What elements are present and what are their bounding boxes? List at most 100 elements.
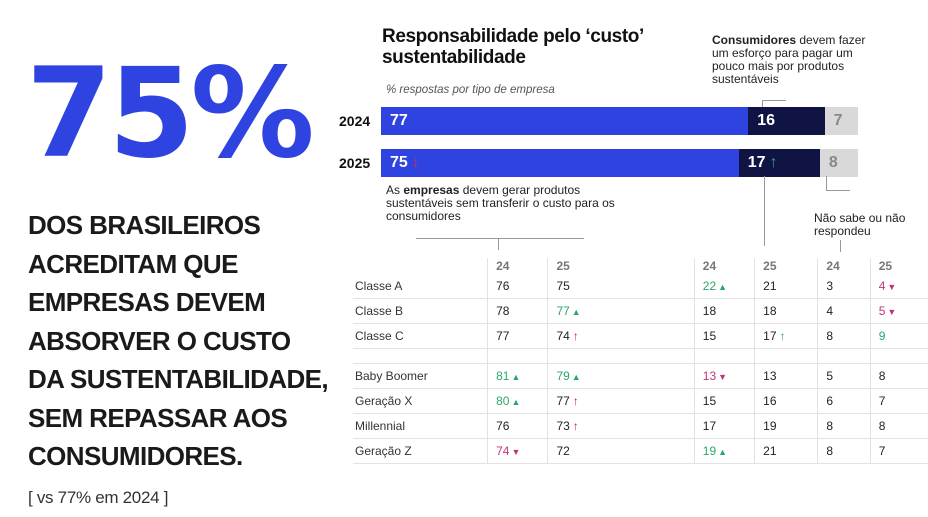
table-cell: 6: [817, 388, 871, 414]
bar-nao-sabe: [819, 149, 858, 177]
table-row: Classe A 76 75 22 ▲ 21 3 4 ▼: [353, 274, 928, 299]
table-cell: 17: [693, 413, 755, 439]
table-cell: 5: [817, 363, 871, 389]
bar-nao-sabe: [824, 107, 858, 135]
arrow-up-icon: ↑: [769, 154, 778, 171]
table-header-row: 24 25 24 25 24 25: [353, 258, 928, 274]
row-label: Classe C: [353, 323, 488, 349]
chart-subtitle: % respostas por tipo de empresa: [386, 84, 555, 96]
connector-line: [764, 176, 765, 246]
bar-consumidores: [738, 149, 820, 177]
arrow-up-icon: ↑: [779, 329, 786, 343]
bar-value-label: 75 ↓: [390, 154, 420, 171]
row-label: Millennial: [353, 413, 488, 439]
triangle-up-icon: ▲: [571, 372, 581, 382]
arrow-down-icon: ↓: [411, 154, 420, 171]
bar-empresas: [381, 149, 739, 177]
hero-stat: 75%: [26, 42, 315, 186]
table-cell: 13: [754, 363, 818, 389]
arrow-up-icon: ↑: [572, 329, 579, 343]
table-cell: 81 ▲: [487, 363, 548, 389]
table-cell: [487, 348, 548, 364]
connector-line: [762, 100, 786, 101]
row-label: Baby Boomer: [353, 363, 488, 389]
annotation-empresas: As empresas devem gerar produtos sustent…: [386, 184, 626, 223]
arrow-up-icon: ↑: [572, 419, 579, 433]
table-cell: 7: [869, 388, 928, 414]
year-label: 2024: [339, 113, 371, 129]
table-cell: [353, 348, 488, 364]
year-label: 2025: [339, 155, 371, 171]
table-cell: 8: [817, 323, 871, 349]
annotation-consumidores: Consumidores devem fazer um esforço para…: [712, 34, 872, 86]
breakdown-table: 24 25 24 25 24 25 Classe A 76 75 22 ▲ 21 3 4 ▼ Cl…: [353, 258, 928, 464]
bar-value-label: 17 ↑: [747, 154, 778, 171]
table-row: Geração X 80 ▲ 77 ↑ 15 16 6 7: [353, 388, 928, 414]
connector-line: [826, 190, 850, 191]
table-cell: 4 ▼: [869, 274, 928, 299]
bar-value-label: 7: [833, 112, 843, 129]
table-cell: 72: [547, 438, 695, 464]
table-cell: 8: [817, 413, 871, 439]
arrow-up-icon: ↑: [572, 394, 579, 408]
table-cell: [754, 348, 818, 364]
connector-line: [826, 176, 827, 190]
table-cell: 7: [869, 438, 928, 464]
table-header-year: 24: [817, 258, 871, 274]
table-cell: 77 ↑: [547, 388, 695, 414]
table-cell: 15: [693, 323, 755, 349]
table-row: Baby Boomer 81 ▲ 79 ▲ 13 ▼ 13 5 8: [353, 363, 928, 389]
annotation-empresas-bold: empresas: [403, 183, 460, 197]
triangle-up-icon: ▲: [571, 307, 581, 317]
table-cell: 3: [817, 274, 871, 299]
annotation-consumidores-text: devem fazer um esforço para pagar um pou…: [712, 33, 866, 86]
table-cell: 18: [754, 298, 818, 324]
connector-line: [498, 238, 499, 250]
table-cell: 78: [487, 298, 548, 324]
table-cell: 77: [487, 323, 548, 349]
table-cell: 4: [817, 298, 871, 324]
table-header-blank: [353, 258, 488, 274]
row-label: Classe A: [353, 274, 488, 299]
table-cell: 15: [693, 388, 755, 414]
connector-line: [762, 100, 763, 108]
table-cell: 73 ↑: [547, 413, 695, 439]
table-row: Millennial 76 73 ↑ 17 19 8 8: [353, 413, 928, 439]
table-header-year: 25: [754, 258, 818, 274]
table-cell: 5 ▼: [869, 298, 928, 324]
table-cell: 22 ▲: [693, 274, 755, 299]
table-row: Classe B 78 77 ▲ 18 18 4 5 ▼: [353, 298, 928, 324]
bar-value-label: 77: [390, 112, 408, 129]
triangle-down-icon: ▼: [718, 372, 728, 382]
table-cell: [869, 348, 928, 364]
triangle-down-icon: ▼: [887, 307, 897, 317]
table-cell: 18: [693, 298, 755, 324]
table-cell: [817, 348, 871, 364]
triangle-up-icon: ▲: [511, 372, 521, 382]
table-cell: [547, 348, 695, 364]
connector-line: [840, 240, 841, 252]
table-cell: 79 ▲: [547, 363, 695, 389]
triangle-up-icon: ▲: [718, 447, 728, 457]
table-cell: [693, 348, 755, 364]
chart-title: Responsabilidade pelo ‘custo’ sustentabi…: [382, 26, 643, 68]
table-cell: 76: [487, 413, 548, 439]
bar-empresas: [381, 107, 749, 135]
table-header-year: 24: [693, 258, 755, 274]
table-cell: 13 ▼: [693, 363, 755, 389]
annotation-empresas-pre: As: [386, 183, 401, 197]
table-row: Geração Z 74 ▼ 72 19 ▲ 21 8 7: [353, 438, 928, 464]
table-header-year: 25: [869, 258, 928, 274]
table-cell: 9: [869, 323, 928, 349]
table-spacer-row: [353, 348, 928, 364]
hero-comparison: [ vs 77% em 2024 ]: [28, 488, 169, 507]
table-header-year: 25: [547, 258, 695, 274]
table-cell: 8: [817, 438, 871, 464]
row-label: Geração X: [353, 388, 488, 414]
annotation-consumidores-bold: Consumidores: [712, 33, 797, 47]
table-cell: 17 ↑: [754, 323, 818, 349]
triangle-up-icon: ▲: [511, 397, 521, 407]
table-cell: 77 ▲: [547, 298, 695, 324]
table-cell: 8: [869, 413, 928, 439]
table-cell: 21: [754, 274, 818, 299]
